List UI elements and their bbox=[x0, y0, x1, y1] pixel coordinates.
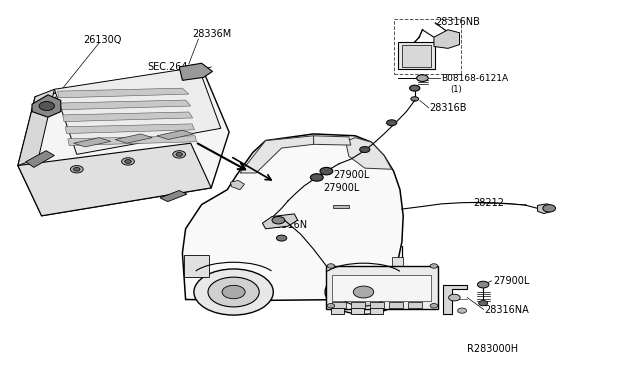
Polygon shape bbox=[18, 67, 229, 216]
Circle shape bbox=[74, 167, 80, 171]
Circle shape bbox=[70, 166, 83, 173]
Text: SEC.264: SEC.264 bbox=[147, 62, 188, 72]
Polygon shape bbox=[182, 134, 403, 301]
Polygon shape bbox=[32, 95, 61, 117]
Circle shape bbox=[410, 85, 420, 91]
Text: 27900L: 27900L bbox=[323, 183, 360, 193]
Circle shape bbox=[430, 304, 438, 308]
Bar bbox=[392, 257, 403, 277]
Text: 27900L: 27900L bbox=[333, 170, 369, 180]
Circle shape bbox=[325, 270, 402, 314]
Circle shape bbox=[310, 174, 323, 181]
Circle shape bbox=[360, 147, 370, 153]
Polygon shape bbox=[58, 88, 189, 98]
Bar bbox=[332, 275, 431, 301]
Bar bbox=[331, 308, 344, 314]
Polygon shape bbox=[179, 63, 212, 80]
Circle shape bbox=[339, 278, 388, 306]
Polygon shape bbox=[157, 130, 194, 140]
Polygon shape bbox=[262, 214, 298, 229]
Text: (1): (1) bbox=[450, 85, 461, 94]
Circle shape bbox=[222, 285, 245, 299]
Polygon shape bbox=[18, 143, 211, 216]
Text: B08168-6121A: B08168-6121A bbox=[442, 74, 509, 83]
Polygon shape bbox=[68, 136, 196, 145]
Circle shape bbox=[479, 301, 488, 306]
Polygon shape bbox=[314, 136, 351, 145]
Bar bbox=[394, 19, 461, 74]
Text: 28212: 28212 bbox=[474, 198, 504, 208]
Polygon shape bbox=[74, 138, 111, 147]
Circle shape bbox=[411, 97, 419, 101]
Text: 26130Q: 26130Q bbox=[83, 35, 122, 45]
Bar bbox=[402, 45, 431, 67]
Circle shape bbox=[353, 286, 374, 298]
Polygon shape bbox=[65, 124, 195, 134]
Circle shape bbox=[387, 120, 397, 126]
Circle shape bbox=[449, 294, 460, 301]
Bar bbox=[351, 302, 365, 308]
Circle shape bbox=[173, 151, 186, 158]
Bar bbox=[370, 302, 384, 308]
Bar bbox=[332, 302, 346, 308]
Bar bbox=[351, 308, 364, 314]
Text: 28316N: 28316N bbox=[269, 220, 307, 230]
Circle shape bbox=[176, 153, 182, 156]
Circle shape bbox=[276, 235, 287, 241]
Bar bbox=[389, 302, 403, 308]
Circle shape bbox=[477, 281, 489, 288]
Circle shape bbox=[430, 264, 438, 268]
Circle shape bbox=[194, 269, 273, 315]
Text: R283000H: R283000H bbox=[467, 344, 518, 354]
Bar bbox=[326, 266, 438, 309]
Polygon shape bbox=[240, 136, 314, 173]
Bar bbox=[398, 42, 435, 69]
Polygon shape bbox=[160, 190, 187, 202]
Circle shape bbox=[417, 75, 428, 81]
Text: 28316NB: 28316NB bbox=[435, 17, 480, 27]
Circle shape bbox=[320, 167, 333, 175]
Polygon shape bbox=[60, 100, 191, 110]
Bar bbox=[333, 205, 349, 208]
Text: 28336M: 28336M bbox=[192, 29, 231, 39]
Bar bbox=[184, 255, 209, 277]
Polygon shape bbox=[538, 204, 552, 214]
Bar bbox=[370, 308, 383, 314]
Polygon shape bbox=[443, 285, 467, 314]
Polygon shape bbox=[115, 134, 152, 143]
Circle shape bbox=[39, 102, 54, 110]
Bar bbox=[408, 302, 422, 308]
Text: 28383M: 28383M bbox=[349, 267, 388, 277]
Text: 28316B: 28316B bbox=[429, 103, 467, 113]
Circle shape bbox=[272, 217, 285, 224]
Polygon shape bbox=[54, 67, 221, 154]
Circle shape bbox=[122, 158, 134, 165]
Polygon shape bbox=[346, 138, 392, 169]
Polygon shape bbox=[18, 89, 54, 166]
Circle shape bbox=[543, 205, 556, 212]
Polygon shape bbox=[230, 180, 244, 190]
Circle shape bbox=[327, 304, 335, 308]
Polygon shape bbox=[434, 30, 460, 48]
Text: 27900L: 27900L bbox=[493, 276, 529, 286]
Circle shape bbox=[327, 264, 335, 268]
Circle shape bbox=[458, 308, 467, 313]
Circle shape bbox=[208, 277, 259, 307]
Polygon shape bbox=[26, 151, 54, 167]
Circle shape bbox=[125, 160, 131, 163]
Text: 28316NA: 28316NA bbox=[484, 305, 529, 314]
Polygon shape bbox=[63, 112, 193, 122]
